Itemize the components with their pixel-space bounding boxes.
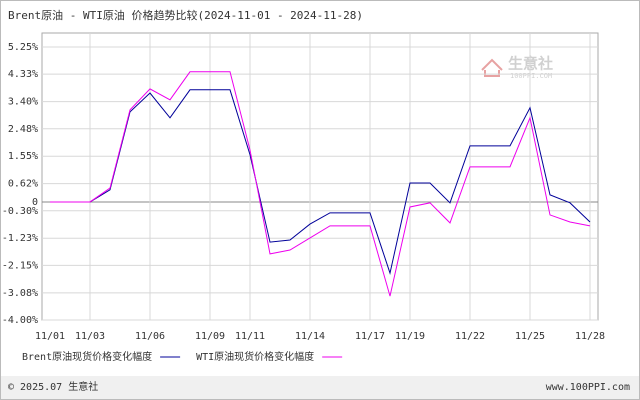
x-tick-label: 11/22 [455, 331, 485, 342]
x-tick-label: 11/06 [135, 331, 165, 342]
y-tick-label: 5.25% [8, 42, 38, 53]
y-tick-label: 4.33% [8, 69, 38, 80]
footer-bar [1, 376, 639, 399]
watermark-name: 生意社 [508, 55, 553, 73]
y-tick-label: 1.55% [8, 151, 38, 162]
footer-copyright: © 2025.07 生意社 [8, 380, 98, 393]
y-tick-label: -0.30% [2, 206, 38, 217]
legend-label: WTI原油现货价格变化幅度 [196, 350, 314, 363]
watermark: 生意社 100PPI.COM [481, 55, 553, 80]
x-tick-label: 11/19 [395, 331, 425, 342]
x-tick-label: 11/03 [75, 331, 105, 342]
footer-url: www.100PPI.com [546, 382, 630, 393]
x-tick-label: 11/01 [35, 331, 65, 342]
x-tick-label: 11/14 [295, 331, 325, 342]
x-tick-label: 11/25 [515, 331, 545, 342]
y-tick-label: -4.00% [2, 315, 38, 326]
y-tick-label: -3.08% [2, 288, 38, 299]
y-tick-label: -2.15% [2, 260, 38, 271]
watermark-logo [481, 58, 503, 77]
y-tick-label: 0.62% [8, 179, 38, 190]
y-tick-label: 0 [32, 197, 38, 208]
chart-title: Brent原油 - WTI原油 价格趋势比较(2024-11-01 - 2024… [8, 8, 363, 22]
legend-label: Brent原油现货价格变化幅度 [22, 350, 152, 363]
series-line [50, 89, 591, 275]
y-tick-label: -1.23% [2, 233, 38, 244]
x-tick-label: 11/11 [235, 331, 265, 342]
series-line [50, 71, 591, 297]
x-tick-label: 11/28 [575, 331, 605, 342]
x-tick-label: 11/17 [355, 331, 385, 342]
x-tick-label: 11/09 [195, 331, 225, 342]
y-tick-label: 2.48% [8, 124, 38, 135]
plot-area [41, 32, 599, 321]
watermark-site: 100PPI.COM [510, 72, 552, 80]
y-tick-label: 3.40% [8, 97, 38, 108]
